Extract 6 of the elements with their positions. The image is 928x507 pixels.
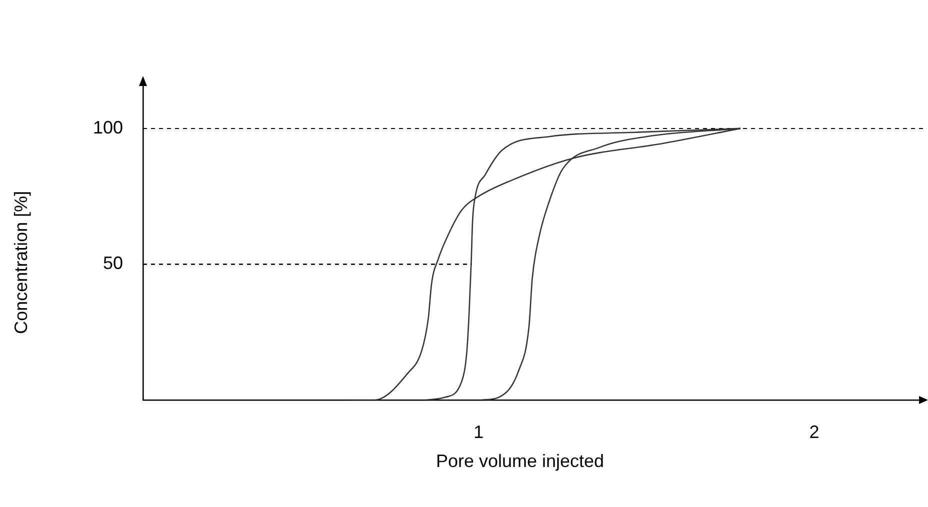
y-axis-title: Concentration [%]	[10, 190, 31, 334]
x-tick-label: 2	[809, 422, 820, 442]
y-tick-label: 100	[92, 117, 123, 138]
x-axis-title: Pore volume injected	[436, 450, 604, 471]
x-tick-label: 1	[474, 422, 484, 442]
y-tick-label: 50	[102, 253, 123, 274]
